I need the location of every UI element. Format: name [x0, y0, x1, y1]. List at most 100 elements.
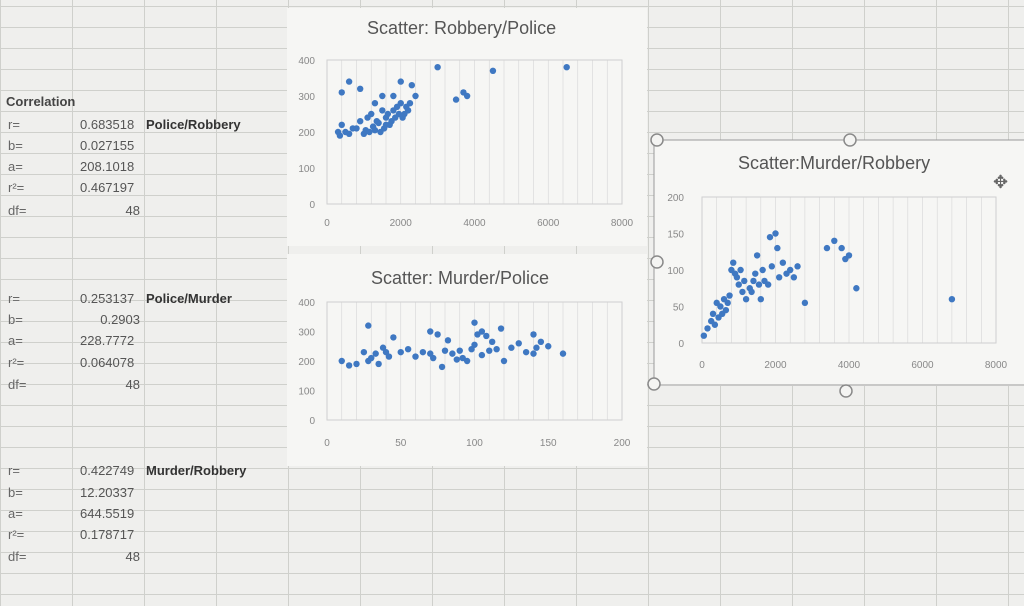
stat-value-b[interactable]: 0.2903 — [100, 312, 140, 327]
chart-murder-robbery[interactable]: Scatter:Murder/Robbery 0 50 100 150 200 0 2000… — [654, 140, 1024, 386]
stat-value-r2[interactable]: 0.178717 — [80, 527, 135, 542]
data-point — [774, 244, 781, 252]
correlation-title[interactable]: Correlation — [6, 94, 76, 109]
data-point — [379, 92, 386, 100]
stat-label-df[interactable]: df= — [8, 377, 27, 392]
data-point — [755, 281, 763, 288]
stat-value-df[interactable]: 48 — [125, 377, 140, 392]
stat-value-b[interactable]: 0.027155 — [80, 138, 135, 153]
data-point — [430, 354, 437, 362]
x-tick-label: 8000 — [611, 218, 634, 229]
data-point — [382, 121, 390, 128]
stat-value-a[interactable]: 644.5519 — [80, 506, 135, 521]
data-point — [471, 341, 478, 348]
stat-label-r[interactable]: r= — [8, 291, 20, 306]
data-point — [823, 244, 831, 252]
pair-name[interactable]: Police/Robbery — [146, 117, 241, 132]
data-point — [717, 303, 724, 310]
data-point — [406, 100, 414, 107]
data-point — [486, 347, 493, 354]
x-tick-label: 50 — [395, 438, 407, 449]
stat-value-r[interactable]: 0.683518 — [80, 117, 135, 132]
stat-label-a[interactable]: a= — [8, 333, 23, 348]
stat-value-df[interactable]: 48 — [125, 549, 140, 564]
x-tick-label: 6000 — [911, 360, 934, 371]
stat-label-r2[interactable]: r²= — [8, 527, 25, 542]
plot-area — [326, 301, 623, 421]
stat-label-b[interactable]: b= — [8, 138, 23, 153]
stat-label-r[interactable]: r= — [8, 117, 20, 132]
y-tick-label: 100 — [667, 266, 684, 277]
data-point — [449, 350, 456, 357]
plot-area — [326, 59, 623, 205]
data-point — [356, 85, 364, 93]
stat-label-df[interactable]: df= — [8, 203, 27, 218]
data-point — [764, 281, 772, 288]
data-point — [726, 292, 733, 299]
data-point — [483, 332, 490, 340]
data-point — [368, 110, 375, 118]
data-point — [397, 100, 404, 107]
stat-label-r2[interactable]: r²= — [8, 180, 25, 195]
y-tick-label: 0 — [309, 416, 315, 427]
data-point — [709, 310, 717, 317]
y-tick-label: 400 — [298, 56, 315, 67]
stat-label-a[interactable]: a= — [8, 506, 23, 521]
data-point — [444, 337, 452, 344]
stat-label-a[interactable]: a= — [8, 159, 23, 174]
data-point — [735, 281, 742, 288]
stat-value-r[interactable]: 0.422749 — [80, 463, 135, 478]
pair-name[interactable]: Police/Murder — [146, 291, 232, 306]
stat-label-df[interactable]: df= — [8, 549, 27, 564]
data-point — [787, 266, 794, 274]
data-point — [497, 325, 505, 332]
data-point — [384, 110, 392, 118]
stat-value-b[interactable]: 12.20337 — [80, 485, 135, 500]
stat-value-a[interactable]: 228.7772 — [80, 333, 135, 348]
data-point — [371, 127, 379, 134]
data-point — [704, 325, 711, 332]
data-point — [434, 331, 441, 338]
data-point — [371, 100, 379, 107]
data-point — [559, 350, 567, 357]
data-point — [360, 348, 368, 356]
data-point — [404, 346, 412, 353]
stat-label-r[interactable]: r= — [8, 463, 20, 478]
data-point — [508, 344, 515, 351]
chart-murder-police[interactable]: Scatter: Murder/Police 0 100 200 300 400 0 50 1… — [287, 254, 647, 466]
data-point — [390, 92, 397, 100]
data-point — [752, 270, 759, 277]
data-point — [489, 338, 496, 346]
x-tick-label: 4000 — [838, 360, 861, 371]
data-point — [338, 121, 345, 128]
data-point — [853, 285, 860, 292]
data-point — [741, 277, 748, 285]
chart-robbery-police[interactable]: Scatter: Robbery/Police 0 100 200 300 400 0 20… — [287, 8, 647, 246]
y-tick-label: 0 — [678, 339, 684, 350]
stat-label-r2[interactable]: r²= — [8, 355, 25, 370]
stat-value-a[interactable]: 208.1018 — [80, 159, 135, 174]
y-tick-label: 400 — [298, 298, 315, 309]
data-point — [390, 334, 397, 341]
data-point — [753, 252, 761, 259]
data-point — [801, 299, 809, 307]
data-point — [353, 360, 360, 368]
data-point — [768, 263, 776, 270]
pair-name[interactable]: Murder/Robbery — [146, 463, 247, 478]
stat-label-b[interactable]: b= — [8, 312, 23, 327]
data-point — [456, 347, 463, 354]
stat-value-r2[interactable]: 0.064078 — [80, 355, 135, 370]
data-point — [515, 340, 522, 347]
data-point — [779, 259, 787, 266]
data-point — [742, 296, 750, 303]
stat-label-b[interactable]: b= — [8, 485, 23, 500]
data-point — [356, 118, 364, 125]
data-point — [563, 64, 570, 71]
x-tick-label: 2000 — [390, 218, 413, 229]
stat-value-df[interactable]: 48 — [125, 203, 140, 218]
data-point — [838, 244, 845, 252]
stat-value-r[interactable]: 0.253137 — [80, 291, 135, 306]
data-point — [831, 237, 838, 244]
stat-value-r2[interactable]: 0.467197 — [80, 180, 135, 195]
